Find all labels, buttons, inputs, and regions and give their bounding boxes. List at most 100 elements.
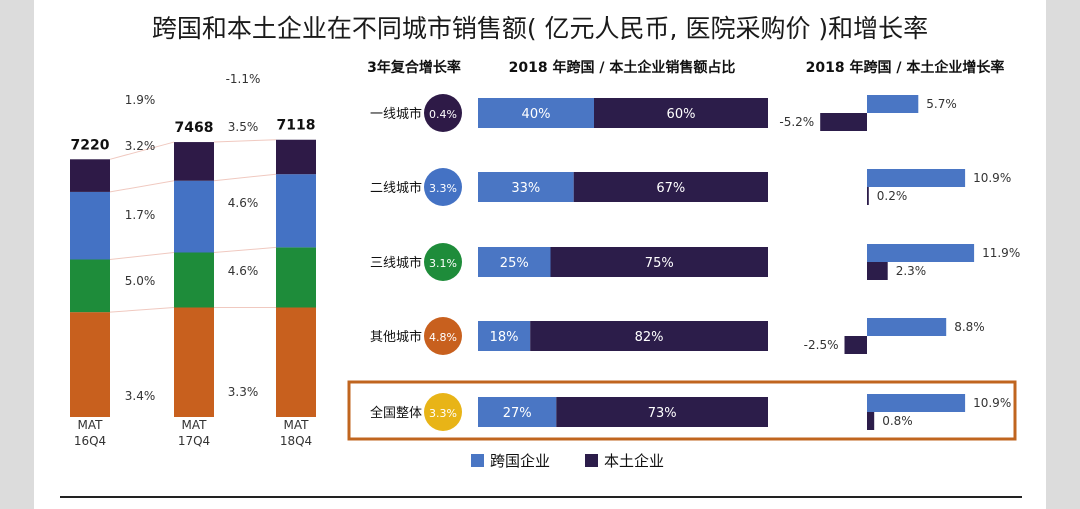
growth-bar-local <box>820 113 867 131</box>
share-bar-multinational <box>478 321 531 351</box>
row-label: 三线城市 <box>370 255 422 271</box>
growth-value-label: -5.2% <box>779 115 814 129</box>
bar-segment-tier3 <box>70 259 110 313</box>
connector-line <box>109 252 175 260</box>
share-value-label: 82% <box>635 330 664 345</box>
x-tick-label: 17Q4 <box>178 434 210 448</box>
share-bar-local <box>594 98 768 128</box>
growth-value-label: 0.8% <box>882 414 913 428</box>
x-tick-label: MAT <box>182 418 208 432</box>
share-value-label: 25% <box>500 256 529 271</box>
cagr-badge <box>424 94 462 132</box>
growth-value-label: 10.9% <box>973 171 1011 185</box>
share-bar-local <box>556 397 768 427</box>
growth-value-label: 8.8% <box>954 320 985 334</box>
share-bar-local <box>573 172 768 202</box>
bar-segment-tier1 <box>70 159 110 192</box>
bar-segment-tier2 <box>174 180 214 253</box>
growth-bar-local <box>844 336 867 354</box>
row-label: 全国整体 <box>370 405 422 421</box>
growth-label: 5.0% <box>125 274 156 288</box>
share-value-label: 60% <box>667 107 696 122</box>
share-bar-multinational <box>478 247 551 277</box>
growth-bar-multinational <box>867 95 919 113</box>
row-label: 二线城市 <box>370 180 422 196</box>
growth-bar-multinational <box>867 244 975 262</box>
bar-segment-other <box>70 312 110 417</box>
growth-bar-multinational <box>867 169 966 187</box>
growth-value-label: 5.7% <box>926 97 957 111</box>
stacked-bar-chart: 7220 MAT 16Q4 7468 MAT 17Q4 7118 MAT 18Q4 1.9% 3.2… <box>70 72 316 448</box>
share-bar-local <box>550 247 768 277</box>
bar-segment-other <box>276 307 316 417</box>
share-value-label: 27% <box>503 406 532 421</box>
growth-value-label: 11.9% <box>982 246 1020 260</box>
connector-line <box>213 139 277 143</box>
bar-total-label: 7468 <box>175 120 214 136</box>
share-value-label: 67% <box>656 181 685 196</box>
growth-label: 3.2% <box>125 139 156 153</box>
growth-label: 3.3% <box>228 385 259 399</box>
cagr-label: 3.3% <box>429 182 457 195</box>
bar-segment-tier2 <box>70 191 110 260</box>
growth-value-label: 2.3% <box>896 264 927 278</box>
bar-segment-tier3 <box>174 252 214 308</box>
cagr-header: 3年复合增长率 <box>367 59 461 76</box>
share-bar-multinational <box>478 172 574 202</box>
growth-label: 3.4% <box>125 389 156 403</box>
growth-bar-local <box>867 412 875 430</box>
connector-line <box>213 173 277 182</box>
share-value-label: 18% <box>490 330 519 345</box>
share-bar-chart: 3年复合增长率 2018 年跨国 / 本土企业销售额占比 一线城市 0.4% 40%… <box>347 59 1017 441</box>
cagr-badge <box>424 393 462 431</box>
cagr-label: 0.4% <box>429 108 457 121</box>
bar-segment-tier3 <box>276 247 316 308</box>
bar-total-label: 7118 <box>277 118 316 134</box>
growth-bar-local <box>867 262 888 280</box>
cagr-badge <box>424 317 462 355</box>
bar-segment-other <box>174 307 214 417</box>
growth-bar-chart: 2018 年跨国 / 本土企业增长率 5.7% -5.2% 10.9% 0.2% 11.… <box>779 59 1020 430</box>
growth-bar-local <box>867 187 869 205</box>
cagr-badge <box>424 168 462 206</box>
cagr-label: 4.8% <box>429 331 457 344</box>
bar-segment-tier1 <box>276 139 316 175</box>
x-tick-label: 18Q4 <box>280 434 312 448</box>
share-bar-local <box>530 321 768 351</box>
legend-label-multinational: 跨国企业 <box>490 452 550 470</box>
legend: 跨国企业 本土企业 <box>471 452 664 470</box>
growth-chart-title: 2018 年跨国 / 本土企业增长率 <box>806 59 1005 76</box>
x-tick-label: 16Q4 <box>74 434 106 448</box>
growth-value-label: -2.5% <box>804 338 839 352</box>
connector-line <box>213 246 277 254</box>
share-bar-multinational <box>478 98 594 128</box>
bar-total-label: 7220 <box>71 137 110 153</box>
growth-value-label: 10.9% <box>973 396 1011 410</box>
growth-value-label: 0.2% <box>877 189 908 203</box>
share-value-label: 33% <box>511 181 540 196</box>
row-label: 其他城市 <box>370 329 422 345</box>
share-bar-multinational <box>478 397 557 427</box>
growth-label: -1.1% <box>226 72 261 86</box>
share-value-label: 73% <box>648 406 677 421</box>
x-tick-label: MAT <box>78 418 104 432</box>
chart-title: 跨国和本土企业在不同城市销售额( 亿元人民币, 医院采购价 )和增长率 <box>152 14 928 43</box>
bar-segment-tier1 <box>174 142 214 181</box>
x-tick-label: MAT <box>284 418 310 432</box>
share-value-label: 75% <box>645 256 674 271</box>
cagr-label: 3.3% <box>429 407 457 420</box>
growth-bar-multinational <box>867 394 966 412</box>
growth-label: 1.9% <box>125 93 156 107</box>
cagr-badge <box>424 243 462 281</box>
connector-line <box>109 141 175 160</box>
growth-label: 1.7% <box>125 208 156 222</box>
connector-line <box>109 180 175 193</box>
share-value-label: 40% <box>522 107 551 122</box>
bar-segment-tier2 <box>276 174 316 248</box>
cagr-label: 3.1% <box>429 257 457 270</box>
growth-label: 4.6% <box>228 196 259 210</box>
national-highlight-box <box>347 380 1017 441</box>
growth-label: 3.5% <box>228 120 259 134</box>
